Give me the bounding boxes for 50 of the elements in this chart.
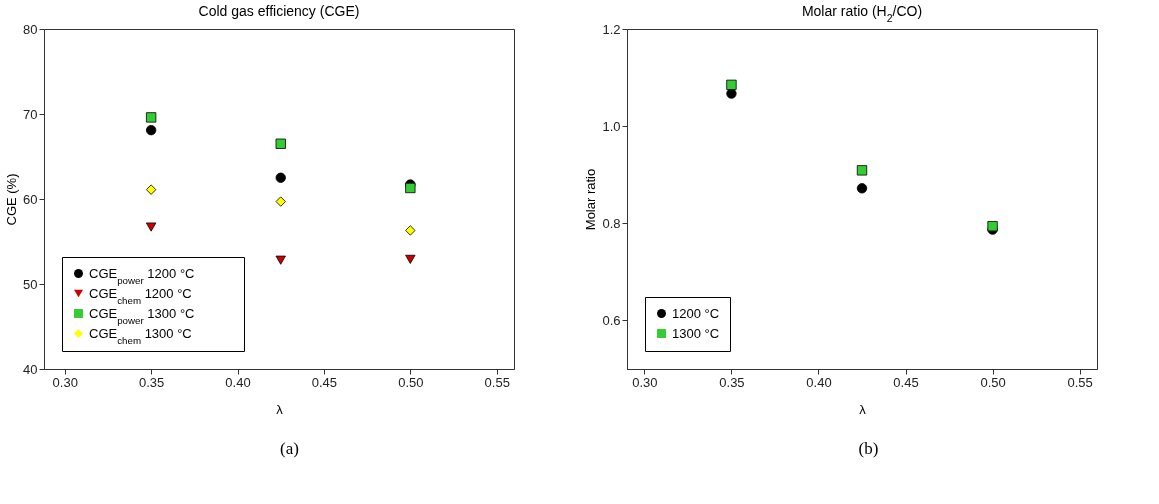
point [145,112,157,123]
x-tick-label: 0.55 [1067,374,1093,390]
legend-label: CGE$_{chem}$ 1200 °C [89,285,192,305]
y-tick-label: 50 [23,276,38,292]
point [726,88,737,99]
legend-label: 1200 °C [672,305,720,321]
x-tick-label: 0.30 [632,374,658,390]
legend-label: CGE$_{power}$ 1200 °C [89,265,195,285]
point [405,254,416,264]
point [145,222,157,232]
y-tick-label: 80 [23,21,38,37]
point [275,138,286,149]
y-axis-title: Molar ratio [583,168,599,231]
x-tick-label: 0.30 [52,374,78,390]
y-tick-label: 60 [23,191,38,207]
point [275,172,286,183]
x-tick-label: 0.35 [719,374,745,390]
x-tick-label: 0.45 [893,374,919,390]
chart-title: Cold gas efficiency (CGE) [198,3,360,19]
point [405,225,416,236]
point [275,196,286,207]
x-tick-label: 0.40 [225,374,251,390]
legend-label: CGE$_{power}$ 1300 °C [89,305,195,325]
y-tick-label: 40 [23,361,38,377]
x-tick-label: 0.50 [398,374,424,390]
point [726,79,737,90]
legend-label: CGE$_{chem}$ 1300 °C [89,325,192,345]
x-tick-label: 0.55 [484,374,510,390]
x-axis-title: λ [859,401,867,417]
y-tick-label: 1.0 [602,118,621,134]
text: (b) [857,439,880,459]
x-tick-label: 0.50 [980,374,1006,390]
point [145,184,157,195]
x-tick-label: 0.35 [138,374,165,390]
x-tick-label: 0.45 [311,374,338,390]
y-tick-label: 1.2 [602,21,621,37]
legend-label: 1300 °C [672,325,720,341]
chart-title: Molar ratio (H$_{2}$/CO) [801,3,923,24]
y-tick-label: 0.8 [602,215,621,231]
y-tick-label: 0.6 [602,312,621,328]
text: (a) [279,439,300,459]
point [856,165,868,176]
y-axis-title: CGE (%) [4,173,20,226]
point [275,255,286,265]
point [405,182,416,194]
y-tick-label: 70 [23,106,38,122]
point [145,125,157,136]
x-axis-title: λ [276,401,284,417]
point [856,183,868,194]
x-tick-label: 0.40 [806,374,832,390]
